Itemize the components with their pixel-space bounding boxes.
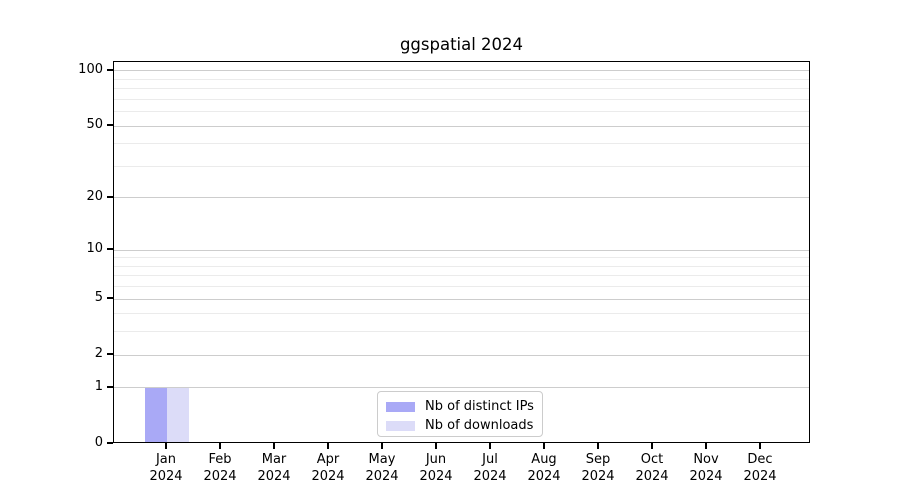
gridline-minor (114, 165, 809, 167)
y-tick-label: 50 (86, 117, 103, 133)
x-tick-label: Mar 2024 (257, 452, 291, 484)
x-tick-mark (597, 443, 599, 449)
x-tick-mark (705, 443, 707, 449)
legend-swatch-distinct-ips-icon (386, 401, 415, 412)
x-tick-mark (165, 443, 167, 449)
y-tick-mark (107, 248, 113, 250)
legend: Nb of distinct IPs Nb of downloads (377, 391, 543, 437)
gridline-minor (114, 257, 809, 259)
y-tick-label: 10 (86, 241, 103, 257)
x-tick-mark (219, 443, 221, 449)
gridline-minor (114, 286, 809, 288)
y-tick-mark (107, 442, 113, 444)
y-tick-label: 100 (78, 61, 103, 77)
gridline-minor (114, 98, 809, 100)
gridline-major (114, 354, 809, 356)
x-tick-label: Jul 2024 (473, 452, 507, 484)
gridline-major (114, 70, 809, 72)
legend-swatch-downloads-icon (386, 420, 415, 431)
bar-distinct-ips (145, 387, 167, 443)
x-tick-label: May 2024 (365, 452, 399, 484)
x-tick-label: Jun 2024 (419, 452, 453, 484)
y-tick-mark (107, 196, 113, 198)
gridline-major (114, 298, 809, 300)
gridline-minor (114, 88, 809, 90)
y-tick-mark (107, 386, 113, 388)
x-tick-label: Feb 2024 (203, 452, 237, 484)
gridline-minor (114, 331, 809, 333)
chart-title: ggspatial 2024 (399, 35, 524, 54)
gridline-minor (114, 78, 809, 80)
x-tick-mark (273, 443, 275, 449)
legend-item-downloads: Nb of downloads (386, 417, 534, 434)
x-tick-label: Apr 2024 (311, 452, 345, 484)
y-tick-label: 1 (94, 378, 103, 394)
legend-label-downloads: Nb of downloads (425, 418, 534, 433)
x-tick-label: Oct 2024 (635, 452, 669, 484)
x-tick-mark (381, 443, 383, 449)
legend-item-distinct-ips: Nb of distinct IPs (386, 398, 534, 415)
x-tick-label: Nov 2024 (689, 452, 723, 484)
x-tick-mark (327, 443, 329, 449)
y-tick-label: 0 (94, 435, 103, 450)
y-tick-mark (107, 297, 113, 299)
x-tick-mark (435, 443, 437, 449)
x-tick-label: Aug 2024 (527, 452, 561, 484)
y-tick-mark (107, 69, 113, 71)
x-tick-mark (651, 443, 653, 449)
x-tick-label: Jan 2024 (149, 452, 183, 484)
y-tick-label: 2 (94, 346, 103, 362)
gridline-major (114, 249, 809, 251)
bar-downloads (167, 387, 189, 443)
gridline-minor (114, 275, 809, 277)
gridline-major (114, 125, 809, 127)
y-tick-label: 5 (94, 290, 103, 306)
gridline-major (114, 387, 809, 389)
y-tick-mark (107, 124, 113, 126)
x-tick-label: Sep 2024 (581, 452, 615, 484)
gridline-minor (114, 143, 809, 145)
x-tick-mark (759, 443, 761, 449)
x-tick-mark (489, 443, 491, 449)
gridline-minor (114, 111, 809, 113)
legend-label-distinct-ips: Nb of distinct IPs (425, 399, 534, 414)
plot-area (113, 61, 810, 443)
gridline-minor (114, 313, 809, 315)
gridline-minor (114, 265, 809, 267)
y-tick-label: 20 (86, 188, 103, 204)
x-tick-mark (543, 443, 545, 449)
y-tick-mark (107, 353, 113, 355)
gridline-major (114, 197, 809, 199)
x-tick-label: Dec 2024 (743, 452, 777, 484)
